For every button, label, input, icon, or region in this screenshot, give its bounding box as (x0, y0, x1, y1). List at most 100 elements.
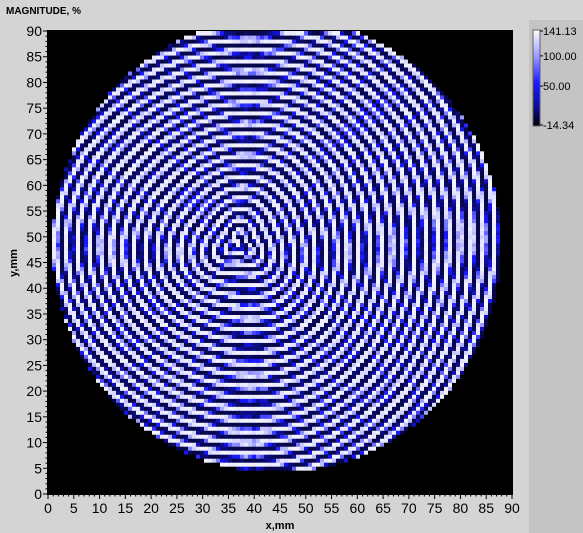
heatmap-cell (380, 366, 385, 371)
heatmap-cell (192, 390, 197, 395)
heatmap-cell (88, 458, 93, 463)
heatmap-cell (324, 474, 329, 479)
heatmap-cell (412, 346, 417, 351)
heatmap-cell (252, 398, 257, 403)
heatmap-cell (416, 398, 421, 403)
heatmap-cell (96, 422, 101, 427)
heatmap-cell (148, 418, 153, 423)
heatmap-cell (100, 454, 105, 459)
heatmap-cell (496, 466, 501, 471)
heatmap-cell (472, 446, 477, 451)
heatmap-cell (292, 450, 297, 455)
heatmap-cell (416, 438, 421, 443)
heatmap-cell (264, 362, 269, 367)
heatmap-cell (216, 334, 221, 339)
heatmap-cell (200, 462, 205, 467)
heatmap-cell (432, 342, 437, 347)
heatmap-cell (252, 462, 257, 467)
heatmap-cell (320, 362, 325, 367)
heatmap-cell (408, 390, 413, 395)
heatmap-cell (388, 342, 393, 347)
heatmap-cell (228, 482, 233, 487)
heatmap-cell (384, 342, 389, 347)
heatmap-cell (212, 426, 217, 431)
heatmap-cell (452, 438, 457, 443)
heatmap-cell (208, 378, 213, 383)
heatmap-cell (492, 454, 497, 459)
heatmap-cell (292, 342, 297, 347)
heatmap-cell (284, 378, 289, 383)
heatmap-cell (188, 454, 193, 459)
heatmap-cell (60, 410, 65, 415)
heatmap-cell (292, 386, 297, 391)
heatmap-cell (260, 358, 265, 363)
heatmap-cell (220, 350, 225, 355)
heatmap-cell (468, 406, 473, 411)
heatmap-cell (92, 386, 97, 391)
heatmap-cell (424, 382, 429, 387)
heatmap-cell (200, 402, 205, 407)
heatmap-cell (244, 402, 249, 407)
heatmap-cell (188, 410, 193, 415)
heatmap-cell (68, 434, 73, 439)
heatmap-cell (92, 442, 97, 447)
heatmap-cell (192, 358, 197, 363)
heatmap-cell (440, 334, 445, 339)
heatmap-cell (176, 398, 181, 403)
heatmap-cell (252, 466, 257, 471)
heatmap-cell (324, 378, 329, 383)
heatmap-cell (428, 438, 433, 443)
heatmap-cell (272, 486, 277, 491)
heatmap-cell (504, 410, 509, 415)
heatmap-cell (152, 430, 157, 435)
heatmap-cell (452, 410, 457, 415)
heatmap-cell (240, 370, 245, 375)
heatmap-cell (256, 382, 261, 387)
heatmap-cell (64, 406, 69, 411)
heatmap-cell (304, 438, 309, 443)
heatmap-cell (312, 438, 317, 443)
heatmap-cell (304, 450, 309, 455)
heatmap-cell (460, 426, 465, 431)
heatmap-cell (484, 350, 489, 355)
heatmap-cell (308, 474, 313, 479)
heatmap-cell (488, 438, 493, 443)
heatmap-cell (184, 382, 189, 387)
heatmap-cell (232, 394, 237, 399)
heatmap-cell (248, 470, 253, 475)
heatmap-cell (424, 422, 429, 427)
heatmap-cell (156, 394, 161, 399)
heatmap-cell (84, 446, 89, 451)
heatmap-cell (252, 486, 257, 491)
heatmap-cell (248, 434, 253, 439)
heatmap-cell (444, 378, 449, 383)
heatmap-cell (396, 346, 401, 351)
heatmap-cell (48, 358, 53, 363)
heatmap-cell (200, 338, 205, 343)
heatmap-cell (504, 394, 509, 399)
heatmap-cell (300, 478, 305, 483)
heatmap-cell (72, 490, 77, 495)
heatmap-cell (228, 430, 233, 435)
heatmap-cell (160, 430, 165, 435)
heatmap-cell (212, 414, 217, 419)
heatmap-cell (508, 414, 513, 419)
heatmap-cell (372, 350, 377, 355)
heatmap-cell (192, 418, 197, 423)
heatmap-cell (436, 466, 441, 471)
heatmap-cell (80, 454, 85, 459)
heatmap-cell (280, 394, 285, 399)
heatmap-cell (144, 450, 149, 455)
heatmap-cell (84, 442, 89, 447)
heatmap-cell (228, 458, 233, 463)
heatmap-cell (396, 358, 401, 363)
heatmap-cell (76, 402, 81, 407)
heatmap-cell (228, 350, 233, 355)
heatmap-cell (228, 370, 233, 375)
heatmap-cell (72, 322, 77, 327)
heatmap-cell (204, 370, 209, 375)
heatmap-cell (356, 490, 361, 495)
heatmap-cell (176, 346, 181, 351)
heatmap-cell (244, 326, 249, 331)
heatmap-cell (92, 406, 97, 411)
